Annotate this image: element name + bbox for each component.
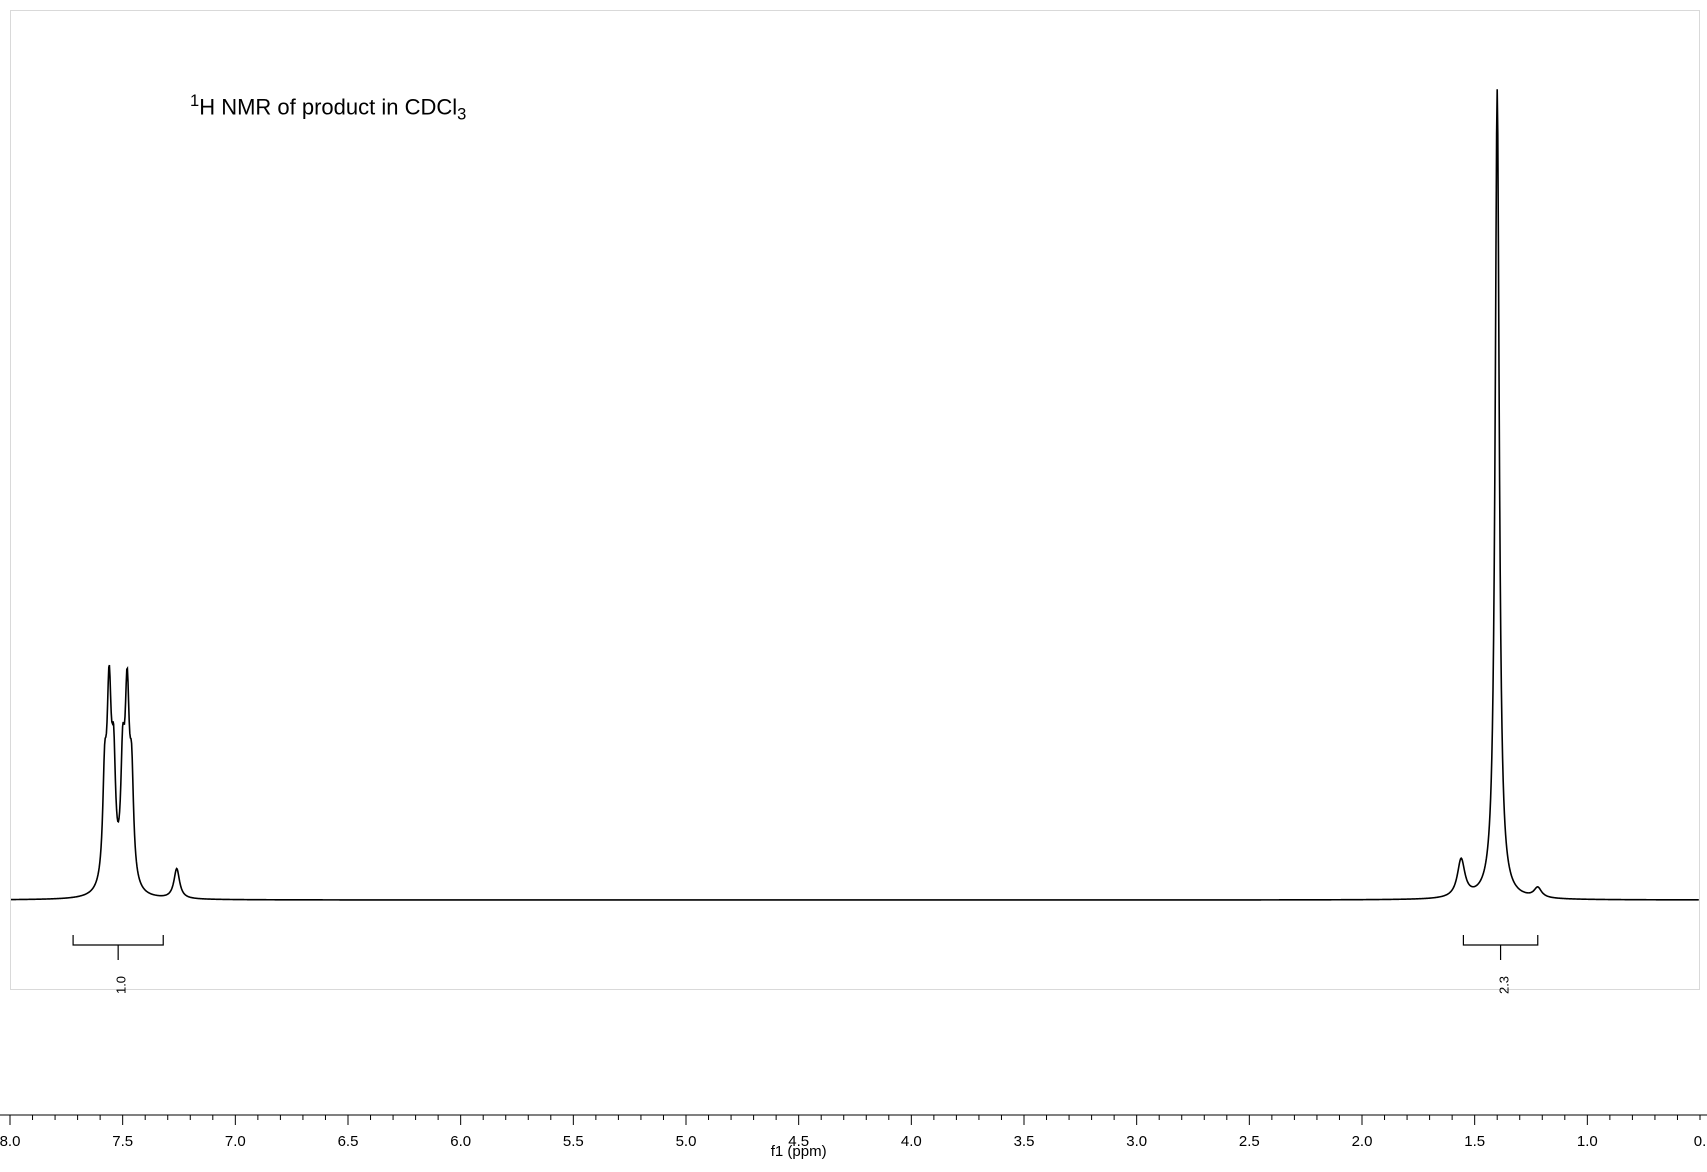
xaxis-tick-label: 6.5 xyxy=(338,1133,359,1150)
xaxis-tick-label: 0. xyxy=(1694,1133,1707,1150)
integral-value: 2.3 xyxy=(1496,976,1511,994)
xaxis-tick-label: 6.0 xyxy=(450,1133,471,1150)
xaxis-tick-label: 3.0 xyxy=(1126,1133,1147,1150)
xaxis-tick-label: 7.5 xyxy=(112,1133,133,1150)
xaxis-tick-label: 2.0 xyxy=(1352,1133,1373,1150)
xaxis-tick-label: 5.0 xyxy=(676,1133,697,1150)
xaxis-tick-label: 4.0 xyxy=(901,1133,922,1150)
spectrum-svg xyxy=(0,0,1707,1172)
xaxis-tick-label: 1.5 xyxy=(1464,1133,1485,1150)
nmr-spectrum-figure: 1H NMR of product in CDCl3 f1 (ppm) 8.07… xyxy=(0,0,1707,1172)
xaxis-tick-label: 5.5 xyxy=(563,1133,584,1150)
xaxis-tick-label: 2.5 xyxy=(1239,1133,1260,1150)
xaxis-tick-label: 3.5 xyxy=(1014,1133,1035,1150)
xaxis-tick-label: 8.0 xyxy=(0,1133,20,1150)
xaxis-tick-label: 1.0 xyxy=(1577,1133,1598,1150)
integral-value: 1.0 xyxy=(114,976,129,994)
xaxis-tick-label: 4.5 xyxy=(788,1133,809,1150)
xaxis-tick-label: 7.0 xyxy=(225,1133,246,1150)
